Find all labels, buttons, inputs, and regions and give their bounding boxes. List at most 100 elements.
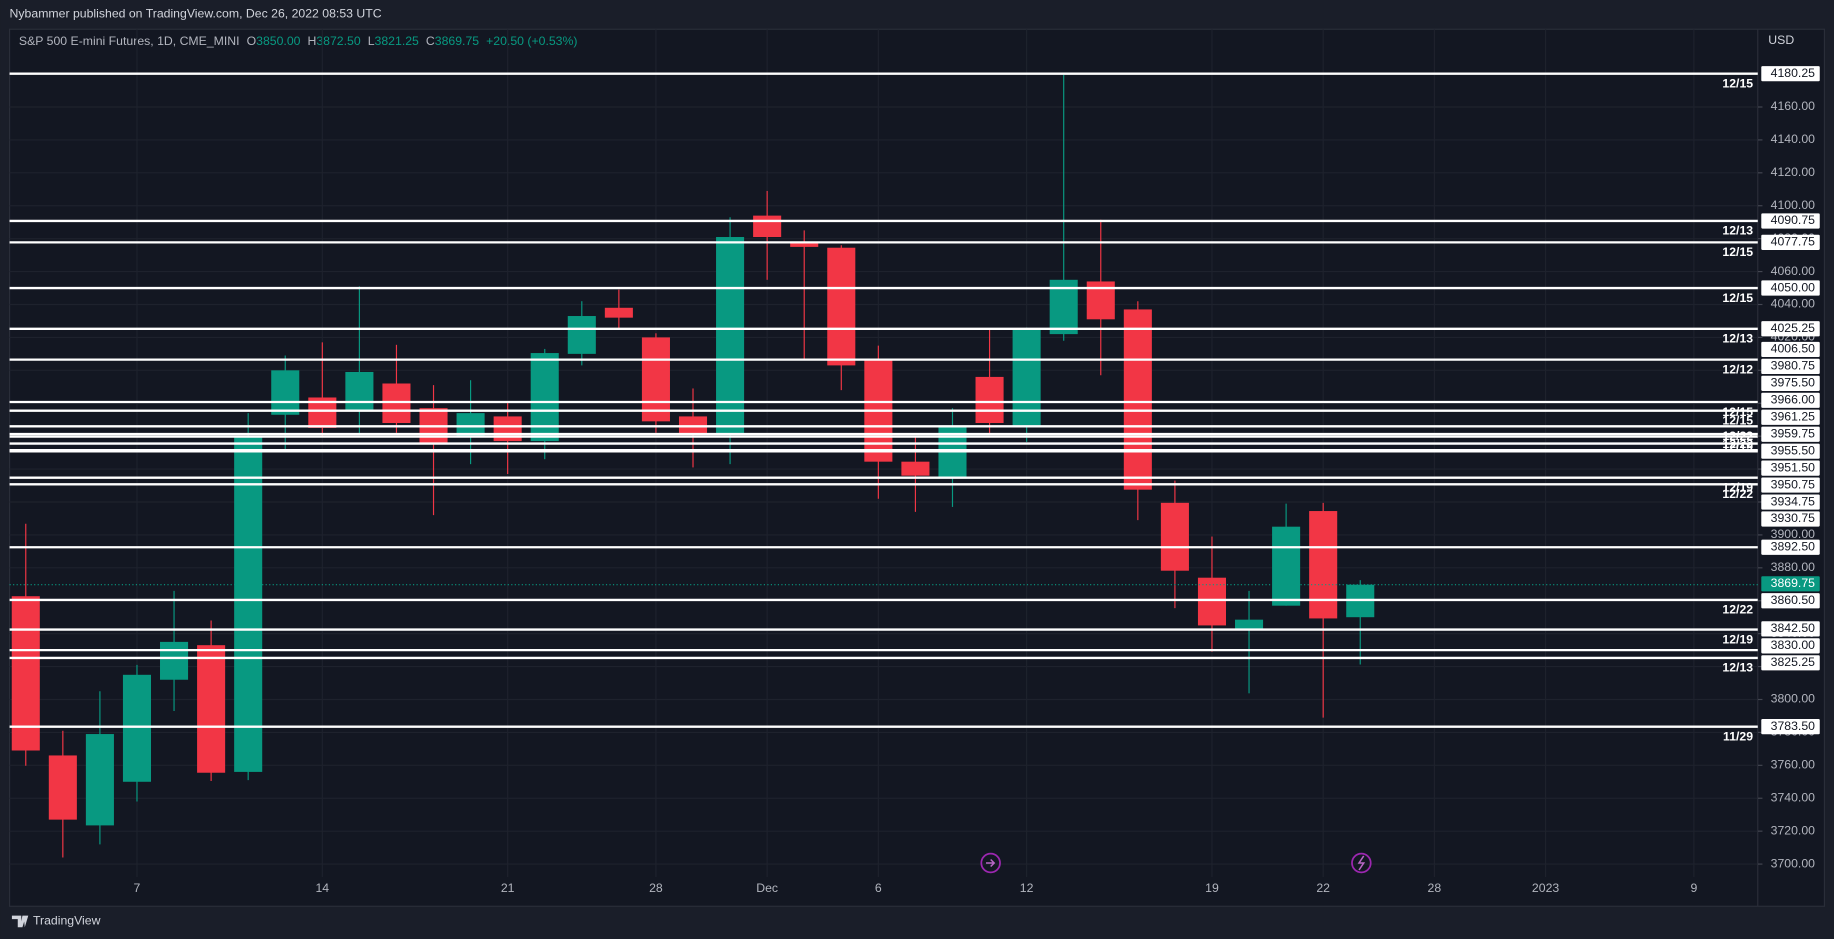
level-label: 3951.50	[1771, 460, 1816, 474]
y-tick-label: 3800.00	[1771, 692, 1816, 706]
currency: USD	[1768, 33, 1794, 47]
level-label-box	[1761, 213, 1820, 229]
x-tick-label: 12	[1020, 881, 1034, 895]
candle-body	[1123, 309, 1152, 490]
level-label-box	[1761, 426, 1820, 442]
level-label: 4006.50	[1771, 342, 1816, 356]
candle-body	[1309, 511, 1338, 619]
level-note: 12/15	[1722, 413, 1753, 427]
level-label-box	[1761, 638, 1820, 654]
candle-body	[48, 755, 77, 820]
level-label-box	[1761, 234, 1820, 250]
candle-body	[790, 241, 819, 247]
last-price-box	[1761, 576, 1820, 592]
level-label: 4090.75	[1771, 213, 1816, 227]
x-tick-label: 9	[1690, 881, 1697, 895]
level-label: 3955.50	[1771, 443, 1816, 457]
level-note: 12/22	[1722, 603, 1753, 617]
h: H	[307, 34, 316, 48]
level-label: 4025.25	[1771, 321, 1816, 335]
y-tick-label: 4060.00	[1771, 264, 1816, 278]
x-tick-label: 28	[1428, 881, 1442, 895]
y-tick-label: 3900.00	[1771, 527, 1816, 541]
level-label-box	[1761, 593, 1820, 609]
close: 3869.75	[435, 34, 480, 48]
level-note: 12/13	[1722, 332, 1753, 346]
level-label: 3842.50	[1771, 621, 1816, 635]
candle-body	[567, 316, 596, 354]
candle-body	[197, 645, 226, 773]
level-label: 3975.50	[1771, 376, 1816, 390]
level-label-box	[1761, 66, 1820, 82]
level-label: 3783.50	[1771, 719, 1816, 733]
level-label-box	[1761, 494, 1820, 510]
candle-body	[160, 641, 189, 680]
candle-body	[234, 436, 263, 772]
candle-body	[1197, 577, 1227, 626]
y-tick-label: 4040.00	[1771, 297, 1816, 311]
level-label-box	[1761, 539, 1820, 555]
change: +20.50 (+0.53%)	[486, 34, 577, 48]
candle-body	[901, 461, 930, 476]
level-label-box	[1761, 409, 1820, 425]
x-tick-label: 28	[649, 881, 663, 895]
level-label-box	[1761, 341, 1820, 358]
o: O	[247, 34, 257, 48]
level-label: 4077.75	[1771, 235, 1816, 249]
publisher: Nybammer published on TradingView.com, D…	[10, 6, 382, 20]
open: 3850.00	[256, 34, 301, 48]
x-tick-label: 7	[134, 881, 141, 895]
candle-body	[11, 596, 40, 751]
level-label-box	[1761, 443, 1820, 459]
candle-body	[1160, 502, 1189, 571]
y-tick-label: 3760.00	[1771, 758, 1816, 772]
y-tick-label: 3700.00	[1771, 856, 1816, 870]
level-label-box	[1761, 280, 1820, 296]
y-tick-label: 3720.00	[1771, 823, 1816, 837]
level-label-box	[1761, 358, 1820, 374]
candle-body	[382, 383, 411, 423]
level-label-box	[1761, 321, 1820, 337]
y-tick-label: 4160.00	[1771, 99, 1816, 113]
level-label-box	[1761, 477, 1820, 493]
level-label: 3950.75	[1771, 477, 1816, 491]
price-axis: 7 14 21 28 Dec 6 12 19 22 28 2023 9 3700.00 3720.00 37…	[134, 66, 1820, 895]
c: C	[426, 34, 435, 48]
level-note: 12/19	[1722, 632, 1753, 646]
x-tick-label: 6	[875, 881, 882, 895]
candle-body	[827, 247, 856, 366]
marks: 12/1512/1312/1512/1512/1312/1212/1512/15…	[9, 72, 1758, 858]
l: L	[368, 34, 375, 48]
x-tick-label: Dec	[756, 881, 778, 895]
event-icon[interactable]	[1351, 852, 1372, 874]
candle-body	[641, 337, 670, 422]
event-icon[interactable]	[980, 852, 1001, 874]
candle-body	[122, 674, 152, 782]
last-price-label: 3869.75	[1771, 576, 1816, 590]
candle-body	[271, 370, 300, 415]
candle-body	[85, 734, 114, 826]
level-label-box	[1761, 375, 1820, 391]
brand: TradingView	[33, 914, 101, 928]
candle-body	[716, 237, 745, 435]
x-tick-label: 14	[315, 881, 329, 895]
level-label: 3825.25	[1771, 655, 1816, 669]
candle-body	[1235, 619, 1264, 630]
level-label: 3966.00	[1771, 393, 1816, 407]
level-note: 12/15	[1722, 76, 1753, 90]
level-note: 12/15	[1722, 245, 1753, 259]
candle-body	[456, 413, 485, 437]
x-tick-label: 2023	[1532, 881, 1559, 895]
level-note: 12/13	[1722, 661, 1753, 675]
legend: S&P 500 E-mini Futures, 1D, CME_MINI O385…	[19, 34, 578, 48]
brand-logo	[11, 915, 29, 928]
y-tick-label: 4120.00	[1771, 165, 1816, 179]
level-label: 3980.75	[1771, 359, 1816, 373]
low: 3821.25	[375, 34, 420, 48]
y-tick-label: 3880.00	[1771, 560, 1816, 574]
level-label: 3930.75	[1771, 511, 1816, 525]
level-note: 12/22	[1722, 487, 1753, 501]
candle-body	[345, 371, 374, 412]
